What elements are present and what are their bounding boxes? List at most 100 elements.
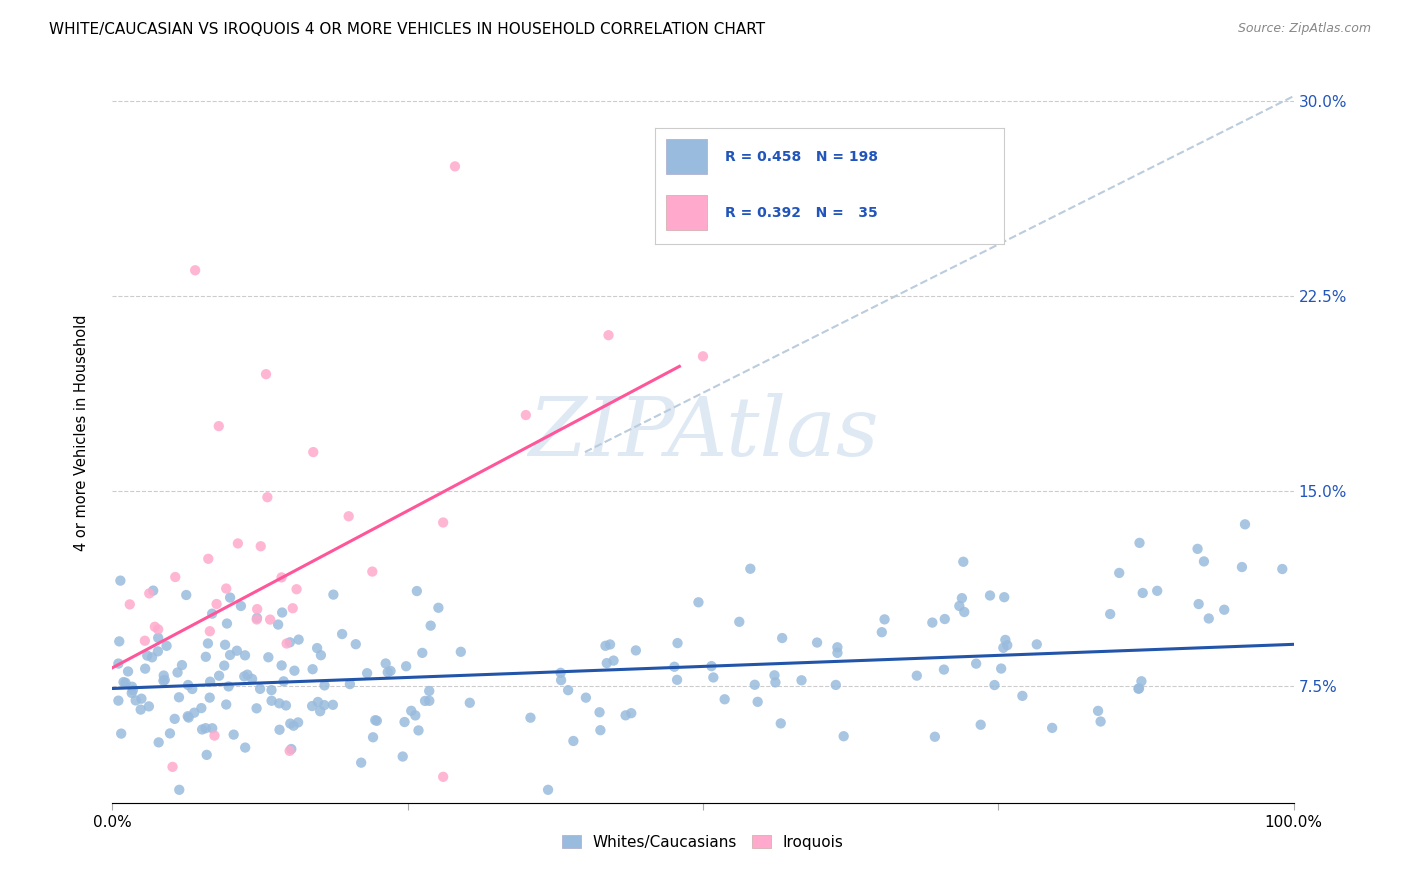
Point <box>270 658 292 673</box>
Point <box>246 611 269 625</box>
Point <box>364 713 387 727</box>
Point <box>148 735 170 749</box>
Point <box>769 716 792 731</box>
Point <box>170 658 193 673</box>
Point <box>281 601 304 615</box>
Point <box>965 657 987 671</box>
Point <box>246 602 269 616</box>
Point <box>614 708 637 723</box>
Point <box>159 726 181 740</box>
Point <box>702 670 724 684</box>
Point <box>215 616 238 631</box>
Point <box>208 419 231 434</box>
Point <box>167 690 190 705</box>
Point <box>283 719 305 733</box>
Point <box>905 668 928 682</box>
Point <box>330 627 353 641</box>
Point <box>337 509 360 524</box>
Point <box>184 263 207 277</box>
Text: Source: ZipAtlas.com: Source: ZipAtlas.com <box>1237 22 1371 36</box>
Point <box>267 617 290 632</box>
Point <box>219 648 242 662</box>
Point <box>212 658 235 673</box>
Point <box>1025 637 1047 651</box>
Point <box>169 782 191 797</box>
Point <box>197 636 219 650</box>
Point <box>537 782 560 797</box>
Point <box>1188 597 1211 611</box>
Point <box>122 683 145 698</box>
Point <box>131 691 153 706</box>
Point <box>1233 517 1256 532</box>
Point <box>249 681 271 696</box>
Point <box>444 159 467 173</box>
Point <box>314 678 336 692</box>
Point <box>118 598 141 612</box>
Point <box>952 555 974 569</box>
Point <box>138 586 160 600</box>
Point <box>688 595 710 609</box>
Point <box>399 704 422 718</box>
Point <box>201 721 224 735</box>
Point <box>278 635 301 649</box>
Point <box>666 673 689 687</box>
Point <box>205 597 228 611</box>
FancyBboxPatch shape <box>665 139 707 174</box>
Point <box>278 744 301 758</box>
Point <box>519 711 541 725</box>
Point <box>148 631 170 645</box>
Point <box>198 624 221 639</box>
Point <box>1192 554 1215 568</box>
Point <box>550 673 572 688</box>
Point <box>596 656 619 670</box>
Point <box>1087 704 1109 718</box>
Point <box>287 632 309 647</box>
Text: R = 0.392   N =   35: R = 0.392 N = 35 <box>725 206 877 220</box>
Text: R = 0.458   N = 198: R = 0.458 N = 198 <box>725 150 877 164</box>
Point <box>595 639 617 653</box>
Point <box>236 667 259 681</box>
Point <box>950 591 973 606</box>
Point <box>411 646 433 660</box>
Point <box>1099 607 1122 621</box>
Legend: Whites/Caucasians, Iroquois: Whites/Caucasians, Iroquois <box>558 830 848 855</box>
FancyBboxPatch shape <box>665 195 707 230</box>
Point <box>391 749 413 764</box>
Point <box>427 600 450 615</box>
Point <box>121 686 143 700</box>
Point <box>287 715 309 730</box>
Point <box>271 606 294 620</box>
Point <box>408 723 430 738</box>
Y-axis label: 4 or more Vehicles in Household: 4 or more Vehicles in Household <box>75 314 89 551</box>
Point <box>142 583 165 598</box>
Point <box>256 490 278 504</box>
Point <box>770 631 793 645</box>
Point <box>195 747 218 762</box>
Point <box>124 693 146 707</box>
Point <box>765 675 787 690</box>
Point <box>450 645 472 659</box>
Point <box>432 770 454 784</box>
Point <box>134 633 156 648</box>
Point <box>1128 681 1150 696</box>
Point <box>190 701 212 715</box>
Point <box>204 729 226 743</box>
Point <box>970 718 993 732</box>
Point <box>664 659 686 673</box>
Point <box>993 640 1015 655</box>
Point <box>177 709 200 723</box>
Point <box>174 588 197 602</box>
Point <box>249 539 271 553</box>
Point <box>419 618 441 632</box>
Point <box>1128 681 1150 696</box>
Point <box>222 728 245 742</box>
Point <box>285 582 308 597</box>
Point <box>763 668 786 682</box>
Point <box>143 620 166 634</box>
Point <box>602 654 624 668</box>
Point <box>136 648 159 663</box>
Point <box>924 730 946 744</box>
Point <box>108 634 131 648</box>
Point <box>309 704 332 718</box>
Point <box>1132 586 1154 600</box>
